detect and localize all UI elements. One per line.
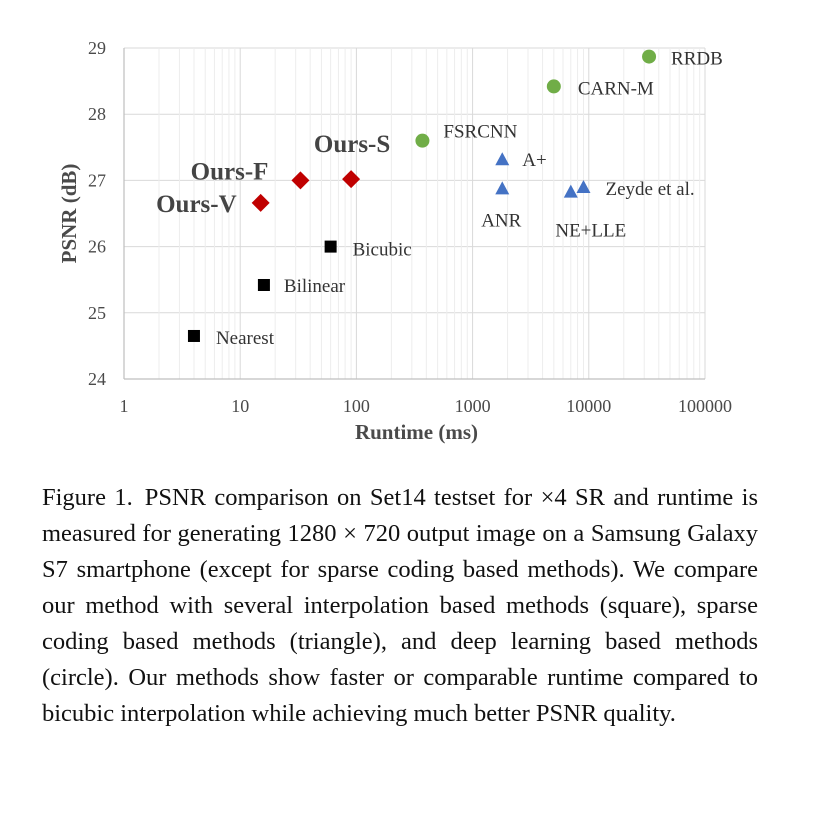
point-bilinear-square <box>257 278 270 291</box>
point-bicubic-square <box>324 240 337 253</box>
point-carn-m-circle <box>546 79 561 94</box>
y-axis-title: PSNR (dB) <box>57 164 81 264</box>
label-anr: ANR <box>481 210 521 231</box>
point-ours-v-diamond <box>251 193 270 212</box>
y-tick-label: 29 <box>88 38 106 58</box>
y-tick-label: 27 <box>88 170 106 190</box>
label-ours-f: Ours-F <box>191 158 269 185</box>
chart-axes <box>123 48 705 380</box>
label-zeyde-et-al: Zeyde et al. <box>605 179 694 200</box>
x-tick-label: 100 <box>343 396 370 416</box>
label-carn-m: CARN-M <box>578 78 654 99</box>
x-tick-label: 10 <box>231 396 249 416</box>
y-tick-label: 28 <box>88 104 106 124</box>
label-ours-v: Ours-V <box>156 191 237 218</box>
point-anr-triangle <box>495 181 510 195</box>
y-tick-label: 24 <box>88 369 106 389</box>
point-rrdb-circle <box>642 49 657 64</box>
figure-number: Figure 1. <box>42 484 133 511</box>
x-tick-label: 100000 <box>678 396 732 416</box>
point-ours-s-diamond <box>342 170 361 189</box>
x-tick-label: 10000 <box>566 396 611 416</box>
point-ours-f-diamond <box>291 171 310 190</box>
point-fsrcnn-circle <box>415 133 430 148</box>
psnr-runtime-scatter-chart: 1 10 100 1000 10000 100000 24 25 26 27 28 29 Runti… <box>57 38 733 444</box>
label-ne-lle: NE+LLE <box>555 221 626 242</box>
point-ne-lle-triangle <box>563 184 578 198</box>
chart-grid <box>123 47 706 380</box>
caption-text: PSNR comparison on Set14 testset for ×4 … <box>42 484 758 727</box>
label-nearest: Nearest <box>216 328 275 349</box>
x-tick-label: 1000 <box>455 396 491 416</box>
point-nearest-square <box>187 329 200 342</box>
label-a: A+ <box>522 150 546 171</box>
x-axis-ticks: 1 10 100 1000 10000 100000 <box>120 396 733 416</box>
y-axis-ticks: 24 25 26 27 28 29 <box>88 38 106 389</box>
y-tick-label: 26 <box>88 237 106 257</box>
label-fsrcnn: FSRCNN <box>443 122 517 143</box>
point-zeyde-et-al-triangle <box>576 180 591 194</box>
x-tick-label: 1 <box>120 396 129 416</box>
y-tick-label: 25 <box>88 303 106 323</box>
point-labels: Nearest Bilinear Bicubic Ours-V Ours-F Ours-S… <box>156 49 723 349</box>
label-ours-s: Ours-S <box>314 131 390 158</box>
label-bicubic: Bicubic <box>353 240 412 261</box>
label-bilinear: Bilinear <box>284 276 346 297</box>
label-rrdb: RRDB <box>671 49 723 70</box>
point-a-triangle <box>495 152 510 166</box>
data-points <box>187 49 657 342</box>
x-axis-title: Runtime (ms) <box>355 420 478 444</box>
figure-caption: Figure 1. PSNR comparison on Set14 testse… <box>42 480 758 732</box>
